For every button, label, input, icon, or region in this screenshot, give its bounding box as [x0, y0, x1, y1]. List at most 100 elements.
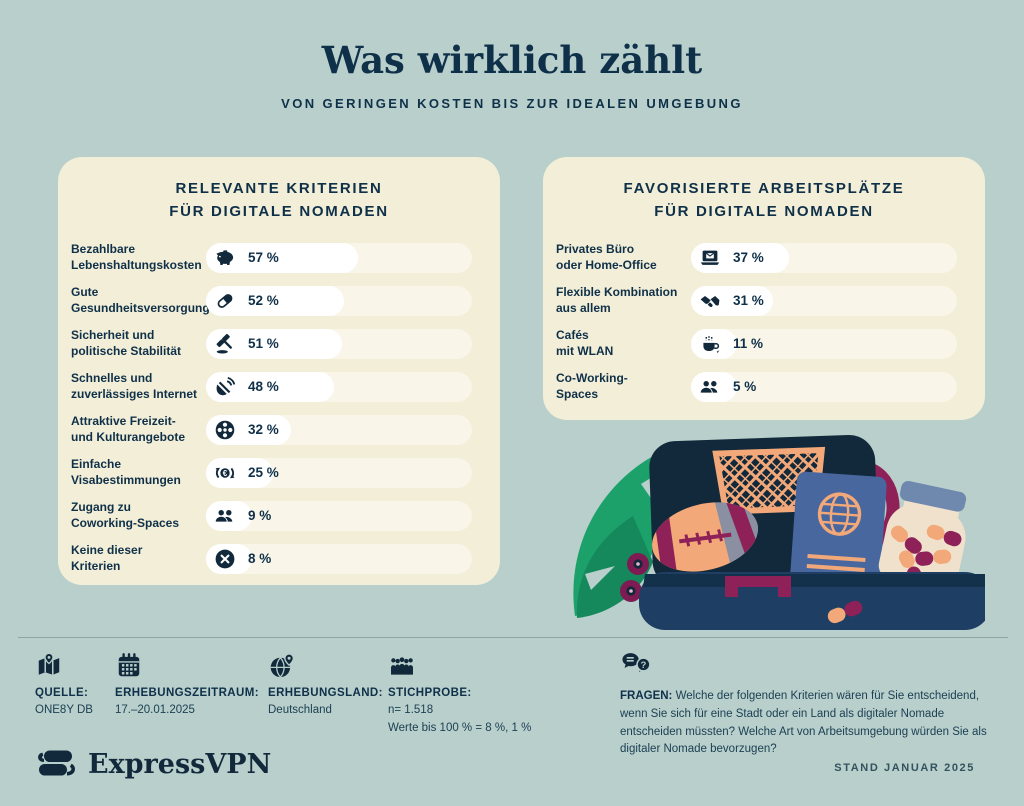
fact-label: ERHEBUNGSLAND:: [268, 687, 383, 699]
criteria-row: Gute Gesundheitsversorgung 52 %: [70, 279, 472, 322]
workplaces-row-label: Privates Büro oder Home-Office: [556, 241, 657, 272]
criteria-bar-track: 32 %: [206, 414, 472, 445]
workplaces-panel-title: FAVORISIERTE ARBEITSPLÄTZE FÜR DIGITALE …: [623, 180, 905, 220]
criteria-bar-track: 51 %: [206, 328, 472, 359]
criteria-row-label: Bezahlbare Lebenshaltungskosten: [71, 241, 202, 272]
criteria-row-label: Schnelles und zuverlässiges Internet: [71, 370, 198, 401]
workplaces-row: Co-Working- Spaces 5 %: [555, 365, 957, 408]
film-reel-icon: [212, 417, 238, 443]
globe-pin-icon: [268, 652, 383, 680]
fact-quelle: QUELLE: ONE8Y DB: [35, 652, 93, 720]
currency-exchange-icon: €: [212, 460, 238, 486]
workplaces-row-label: Cafés mit WLAN: [556, 327, 614, 358]
criteria-bar-content: 8 %: [206, 544, 472, 574]
workplaces-bar-track: 37 %: [691, 242, 957, 273]
workplaces-bar-value: 31 %: [733, 293, 764, 308]
criteria-row-label: Zugang zu Coworking-Spaces: [71, 499, 180, 530]
criteria-bar-content: 51 %: [206, 329, 472, 359]
criteria-row-label: Einfache Visabestimmungen: [71, 456, 181, 487]
criteria-row: Attraktive Freizeit- und Kulturangebote 3…: [70, 408, 472, 451]
criteria-bar-track: 48 %: [206, 371, 472, 402]
criteria-bar-value: 32 %: [248, 422, 279, 437]
expressvpn-logo-icon: [34, 746, 78, 782]
handshake-icon: [697, 288, 723, 314]
fact-label: QUELLE:: [35, 687, 89, 699]
fact-value: ONE8Y DB: [35, 704, 93, 716]
questions-text: FRAGEN: Welche der folgenden Kriterien w…: [620, 690, 987, 756]
people-icon: [697, 374, 723, 400]
workplaces-bar-content: 5 %: [691, 372, 957, 402]
criteria-bar-value: 25 %: [248, 465, 279, 480]
laptop-icon: [697, 245, 723, 271]
criteria-bar-track: 8 %: [206, 543, 472, 574]
people-icon: [212, 503, 238, 529]
workplaces-row-label: Flexible Kombination aus allem: [556, 284, 678, 315]
criteria-bar-value: 48 %: [248, 379, 279, 394]
criteria-row: Einfache Visabestimmungen €25 %: [70, 451, 472, 494]
criteria-bar-chart: Bezahlbare Lebenshaltungskosten 57 % Gute …: [58, 236, 500, 580]
criteria-bar-value: 8 %: [248, 551, 272, 566]
criteria-row: Keine dieser Kriterien 8 %: [70, 537, 472, 580]
workplaces-bar-content: 11 %: [691, 329, 957, 359]
criteria-bar-value: 57 %: [248, 250, 279, 265]
workplaces-bar-track: 31 %: [691, 285, 957, 316]
fact-value: 17.–20.01.2025: [115, 704, 195, 716]
criteria-bar-track: €25 %: [206, 457, 472, 488]
criteria-bar-fill: [206, 500, 252, 531]
criteria-row: Zugang zu Coworking-Spaces 9 %: [70, 494, 472, 537]
fact-erhebungszeitraum: ERHEBUNGSZEITRAUM: 17.–20.01.2025: [115, 652, 259, 720]
svg-text:€: €: [223, 468, 228, 477]
satellite-dish-icon: [212, 374, 238, 400]
criteria-row: Schnelles und zuverlässiges Internet 48 %: [70, 365, 472, 408]
criteria-row-label: Gute Gesundheitsversorgung: [71, 284, 210, 315]
gavel-icon: [212, 331, 238, 357]
criteria-bar-value: 52 %: [248, 293, 279, 308]
workplaces-panel: FAVORISIERTE ARBEITSPLÄTZE FÜR DIGITALE …: [543, 157, 985, 420]
criteria-row: Sicherheit und politische Stabilität 51 %: [70, 322, 472, 365]
criteria-bar-content: 9 %: [206, 501, 472, 531]
criteria-panel: RELEVANTE KRITERIEN FÜR DIGITALE NOMADEN…: [58, 157, 500, 585]
workplaces-bar-value: 5 %: [733, 379, 757, 394]
fact-stichprobe: STICHPROBE: n= 1.518 Werte bis 100 % = 8 …: [388, 652, 531, 738]
criteria-bar-value: 51 %: [248, 336, 279, 351]
workplaces-bar-chart: Privates Büro oder Home-Office 37 % Flexib…: [543, 236, 985, 408]
page-title: Was wirklich zählt: [321, 38, 703, 82]
suitcase-illustration: [545, 424, 985, 636]
brand-wordmark: ExpressVPN: [88, 748, 272, 780]
workplaces-row: Cafés mit WLAN 11 %: [555, 322, 957, 365]
workplaces-bar-value: 37 %: [733, 250, 764, 265]
page-subtitle: VON GERINGEN KOSTEN BIS ZUR IDEALEN UMGE…: [281, 96, 743, 111]
criteria-row-label: Attraktive Freizeit- und Kulturangebote: [71, 413, 185, 444]
criteria-bar-track: 52 %: [206, 285, 472, 316]
fact-label: STICHPROBE:: [388, 687, 472, 699]
criteria-panel-title: RELEVANTE KRITERIEN FÜR DIGITALE NOMADEN: [169, 180, 389, 220]
workplaces-row: Privates Büro oder Home-Office 37 %: [555, 236, 957, 279]
criteria-bar-track: 57 %: [206, 242, 472, 273]
criteria-row: Bezahlbare Lebenshaltungskosten 57 %: [70, 236, 472, 279]
workplaces-bar-fill: [691, 371, 737, 402]
wheels: [620, 553, 649, 602]
passport: [789, 471, 887, 599]
criteria-bar-content: €25 %: [206, 458, 472, 488]
workplaces-bar-track: 5 %: [691, 371, 957, 402]
speech-bubbles-icon: ?: [620, 650, 994, 680]
workplaces-bar-value: 11 %: [733, 336, 764, 351]
criteria-row-label: Sicherheit und politische Stabilität: [71, 327, 182, 358]
pill-jar: [878, 480, 967, 591]
x-circle-icon: [212, 546, 238, 572]
calendar-icon: [115, 652, 259, 680]
footer-facts: QUELLE: ONE8Y DB ERHEBUNGSZEITRAUM: 17.–20.…: [0, 652, 1024, 752]
brand: ExpressVPN: [34, 746, 271, 782]
criteria-bar-track: 9 %: [206, 500, 472, 531]
stand-date: STAND JANUAR 2025: [834, 762, 975, 774]
workplaces-row: Flexible Kombination aus allem 31 %: [555, 279, 957, 322]
criteria-bar-content: 32 %: [206, 415, 472, 445]
footer-divider: [18, 637, 1008, 638]
workplaces-bar-track: 11 %: [691, 328, 957, 359]
criteria-bar-content: 52 %: [206, 286, 472, 316]
criteria-bar-content: 48 %: [206, 372, 472, 402]
criteria-row-label: Keine dieser Kriterien: [71, 542, 143, 573]
suitcase-bottom: [639, 572, 985, 630]
workplaces-bar-content: 37 %: [691, 243, 957, 273]
